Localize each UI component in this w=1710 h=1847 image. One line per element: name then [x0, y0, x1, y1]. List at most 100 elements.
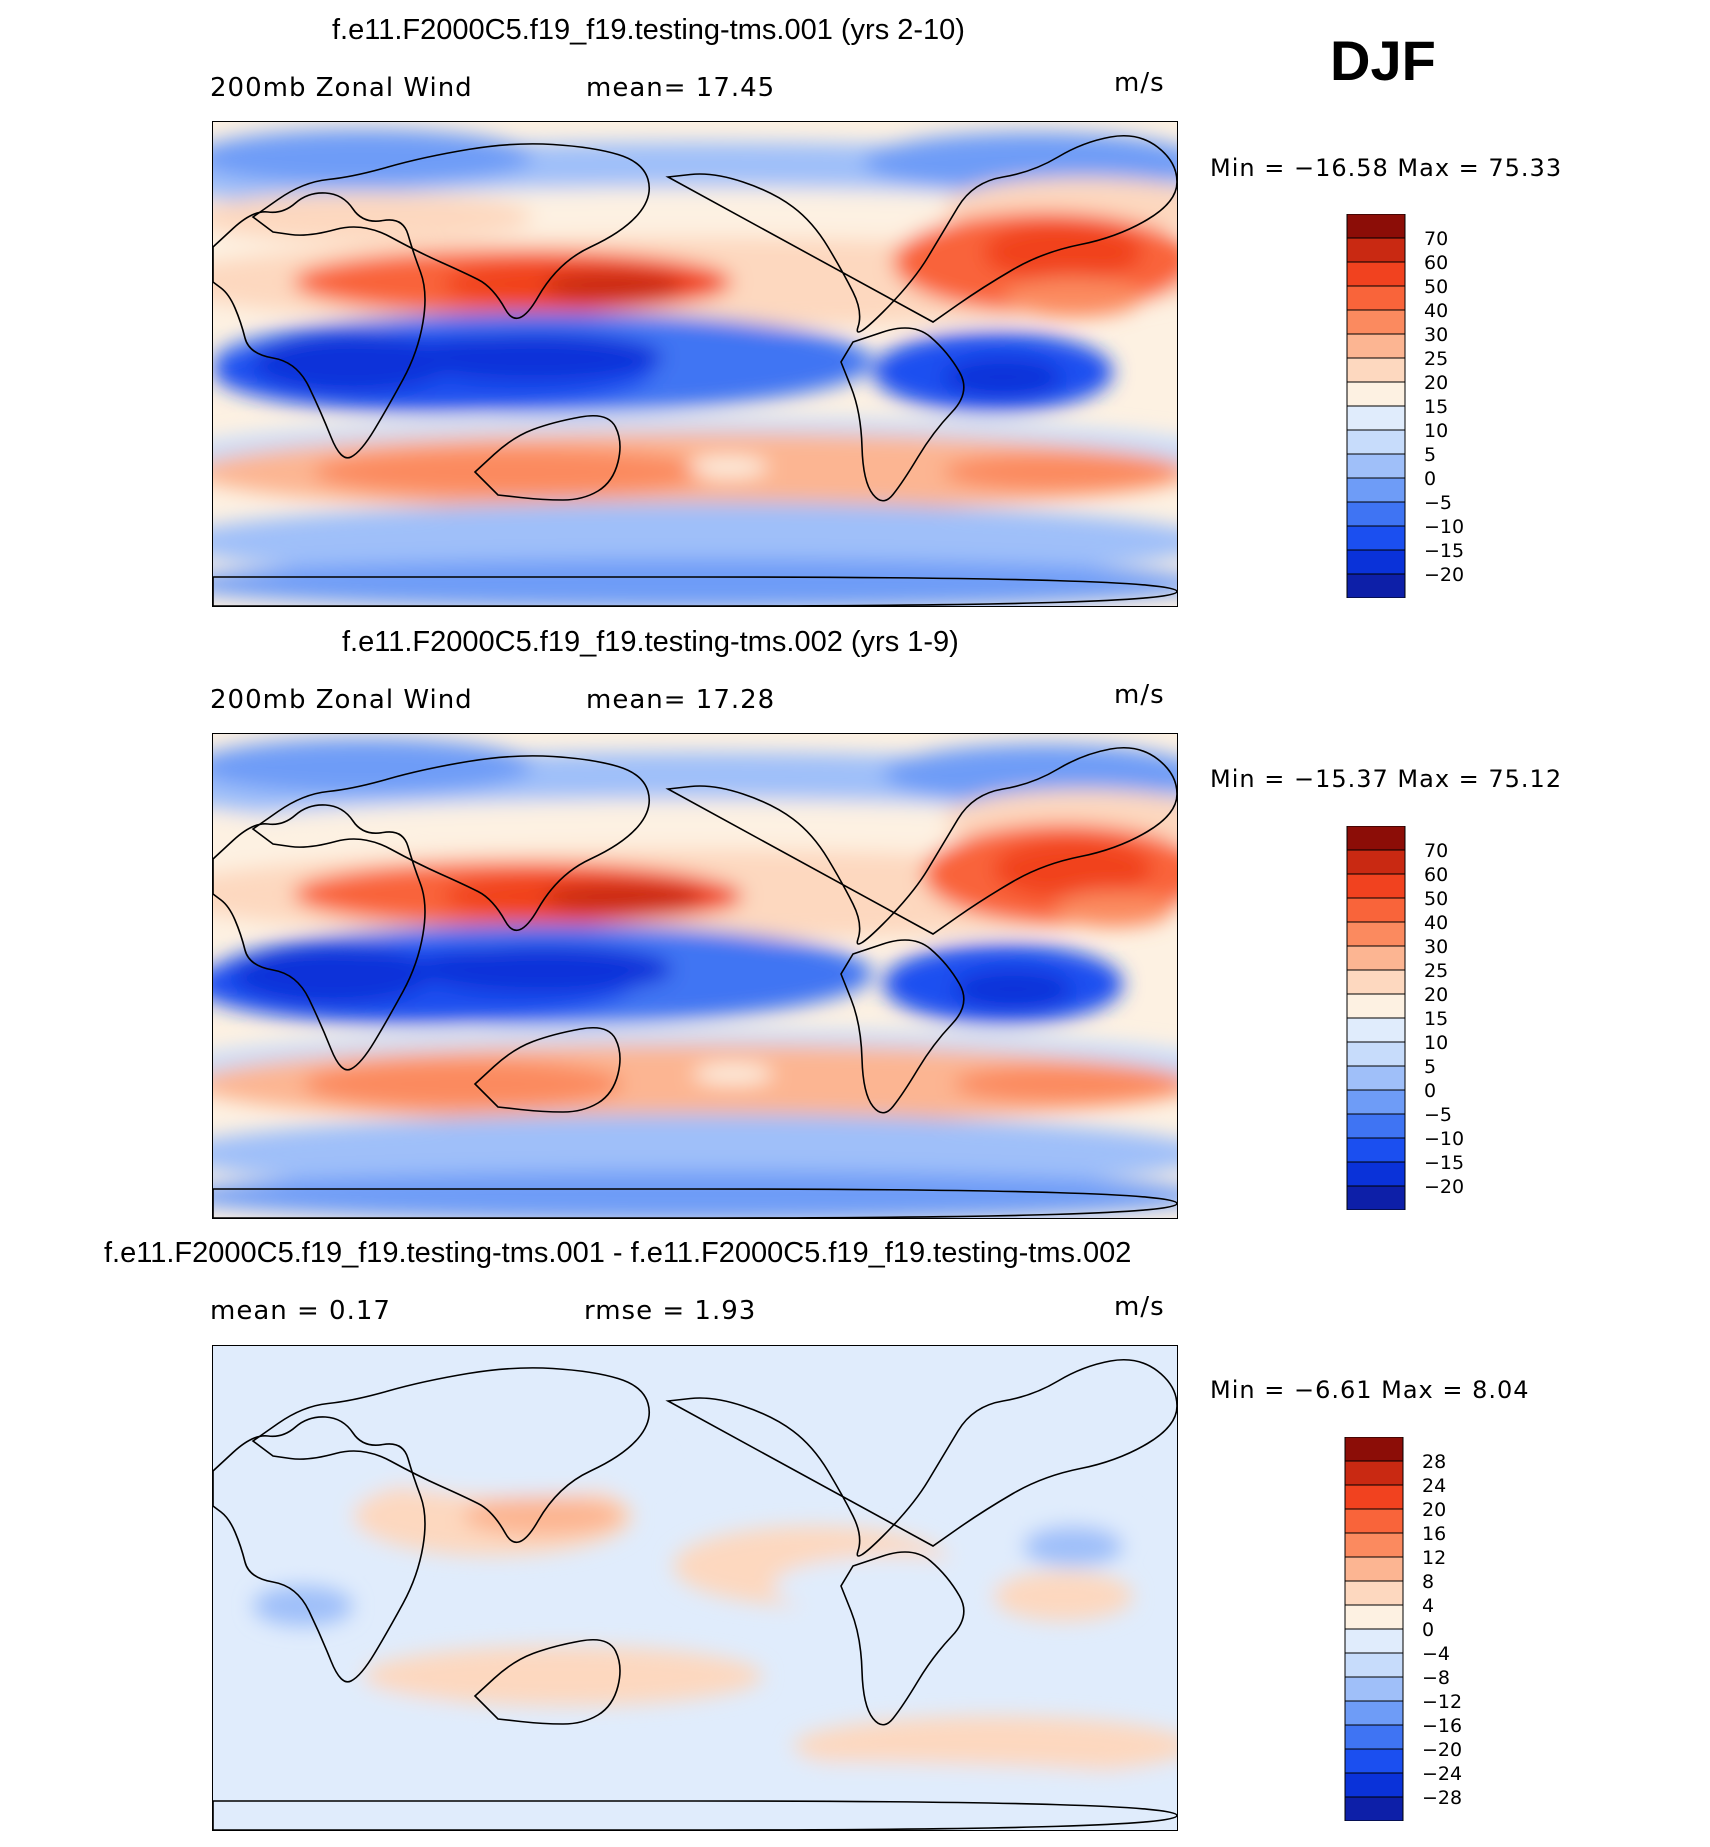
colorbar-tick-label: 5: [1424, 444, 1436, 466]
contour-blob-18: [943, 357, 1063, 397]
contour-blob-17: [953, 969, 1073, 1009]
panel-3-title: f.e11.F2000C5.f19_f19.testing-tms.001 - …: [104, 1237, 1132, 1269]
panel-3-contour-fills: [213, 1436, 1177, 1811]
contour-blob-12: [1003, 277, 1143, 317]
colorbar-box-1: [1346, 237, 1406, 263]
contour-blob-1: [213, 738, 533, 794]
contour-blob-14: [233, 944, 433, 1004]
colorbar-box-4: [1346, 921, 1406, 947]
coastline-3: [665, 746, 1177, 945]
contour-blob-8: [543, 883, 703, 913]
colorbar-box-7: [1346, 381, 1406, 407]
colorbar-box-13: [1344, 1748, 1404, 1774]
panel-2-coastlines: [213, 746, 1177, 1218]
colorbar-box-13: [1346, 1137, 1406, 1163]
coastline-4: [840, 939, 965, 1114]
colorbar-tick-label: 70: [1424, 840, 1448, 862]
panel-1-coastlines: [213, 134, 1177, 606]
panel-2-units: m/s: [1114, 680, 1165, 710]
contour-blob-11: [983, 222, 1143, 282]
colorbar-box-11: [1346, 477, 1406, 503]
colorbar-box-0: [1346, 214, 1406, 239]
colorbar-tick-label: −16: [1422, 1715, 1462, 1737]
colorbar-box-15: [1346, 573, 1406, 598]
colorbar-box-9: [1346, 1041, 1406, 1067]
colorbar-box-15: [1344, 1796, 1404, 1821]
panel-2-variable-label: 200mb Zonal Wind: [210, 685, 473, 715]
colorbar-tick-label: 50: [1424, 888, 1448, 910]
coastline-3: [665, 134, 1177, 333]
colorbar-box-3: [1346, 897, 1406, 923]
panel-3-contour-field: [213, 1346, 1177, 1830]
colorbar-tick-label: −28: [1422, 1787, 1462, 1809]
colorbar-box-3: [1346, 285, 1406, 311]
colorbar-box-0: [1344, 1437, 1404, 1462]
contour-blob-2: [863, 132, 1177, 192]
panel-1-title: f.e11.F2000C5.f19_f19.testing-tms.001 (y…: [332, 14, 965, 46]
colorbar-box-2: [1344, 1484, 1404, 1510]
coastline-3: [665, 1358, 1177, 1557]
colorbar-box-7: [1344, 1604, 1404, 1630]
colorbar-tick-label: 10: [1424, 1032, 1448, 1054]
contour-blob-10: [363, 1646, 763, 1706]
contour-blob-13: [253, 1586, 353, 1626]
colorbar-box-1: [1346, 849, 1406, 875]
colorbar-box-5: [1346, 945, 1406, 971]
colorbar-tick-label: 20: [1422, 1499, 1446, 1521]
colorbar-box-10: [1346, 453, 1406, 479]
colorbar-tick-label: 70: [1424, 228, 1448, 250]
colorbar-box-11: [1344, 1700, 1404, 1726]
colorbar-tick-label: 40: [1424, 912, 1448, 934]
coastline-2: [473, 1026, 621, 1113]
season-label: DJF: [1330, 29, 1436, 92]
panel-1-mean-label: mean= 17.45: [586, 73, 776, 103]
coastline-4: [840, 1551, 965, 1726]
colorbar-box-10: [1344, 1676, 1404, 1702]
colorbar-tick-label: 12: [1422, 1547, 1446, 1569]
contour-blob-9: [213, 1676, 453, 1756]
colorbar-box-5: [1346, 333, 1406, 359]
colorbar-tick-label: 8: [1422, 1571, 1434, 1593]
coastline-4: [840, 327, 965, 502]
contour-blob-12: [213, 1761, 1177, 1811]
contour-blob-25: [213, 559, 1177, 606]
colorbar-tick-label: 25: [1424, 348, 1448, 370]
contour-blob-11: [1053, 891, 1173, 927]
colorbar-tick-label: 50: [1424, 276, 1448, 298]
colorbar-tick-label: 40: [1424, 300, 1448, 322]
panel-3-rmse-label: rmse = 1.93: [584, 1296, 757, 1326]
panel-3-map: [212, 1345, 1178, 1831]
colorbar-tick-label: 16: [1422, 1523, 1446, 1545]
panel-3-mean-label: mean = 0.17: [210, 1296, 391, 1326]
colorbar-box-4: [1346, 309, 1406, 335]
contour-blob-15: [413, 944, 673, 994]
contour-blob-3: [363, 1436, 663, 1496]
panel-1-colorbar: 70 60 50 40 30 25 20 15 10 5 0 −5 −10 −15 −20: [1346, 214, 1476, 598]
panel-1-contour-field: [213, 122, 1177, 606]
colorbar-box-8: [1346, 405, 1406, 431]
panel-1-variable-label: 200mb Zonal Wind: [210, 73, 473, 103]
colorbar-tick-label: −10: [1424, 516, 1464, 538]
colorbar-tick-label: −24: [1422, 1763, 1462, 1785]
contour-blob-9: [543, 271, 683, 301]
panel-2-contour-field: [213, 734, 1177, 1218]
colorbar-tick-label: 10: [1424, 420, 1448, 442]
contour-blob-14: [953, 1466, 1113, 1506]
coastline-1: [251, 755, 651, 932]
colorbar-box-1: [1344, 1460, 1404, 1486]
colorbar-tick-label: 0: [1422, 1619, 1434, 1641]
contour-blob-22: [943, 452, 1177, 492]
contour-blob-1: [213, 129, 533, 185]
contour-blob-5: [773, 1556, 1013, 1616]
colorbar-box-9: [1344, 1652, 1404, 1678]
colorbar-tick-label: 30: [1424, 324, 1448, 346]
contour-blob-8: [1023, 1526, 1123, 1566]
panel-2-map: [212, 733, 1178, 1219]
contour-blob-20: [303, 1059, 623, 1109]
colorbar-box-8: [1346, 1017, 1406, 1043]
colorbar-box-0: [1346, 826, 1406, 851]
colorbar-tick-label: −20: [1424, 1176, 1464, 1198]
colorbar-tick-label: 20: [1424, 984, 1448, 1006]
panel-3-units: m/s: [1114, 1292, 1165, 1322]
